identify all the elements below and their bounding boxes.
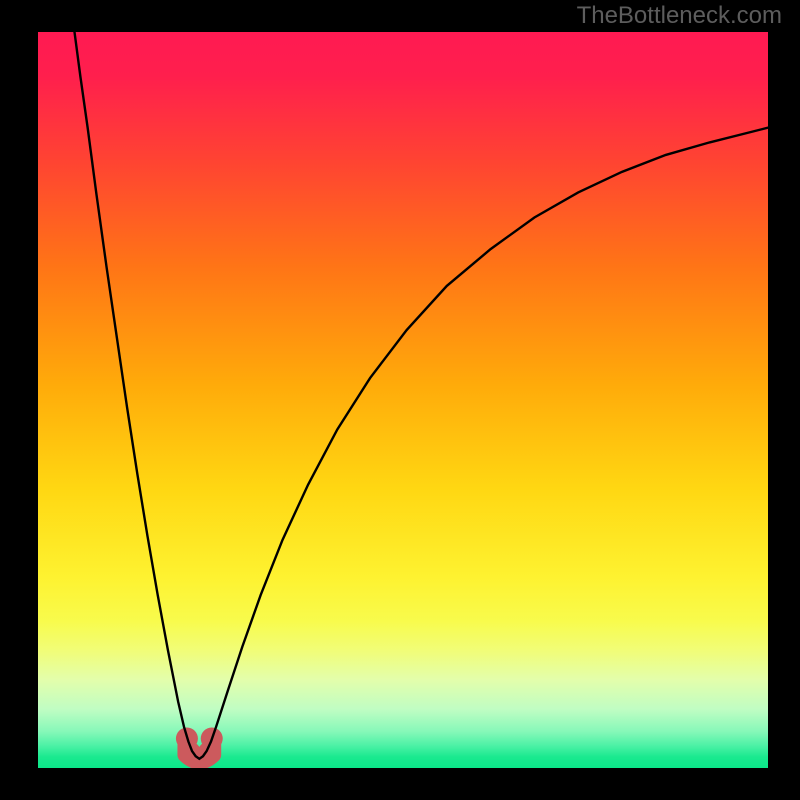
curve-layer [38,32,768,768]
watermark-text: TheBottleneck.com [577,2,782,30]
trough-marker [176,728,223,768]
plot-area [38,32,768,768]
chart-container: TheBottleneck.com [0,0,800,800]
bottleneck-curve [75,32,769,759]
